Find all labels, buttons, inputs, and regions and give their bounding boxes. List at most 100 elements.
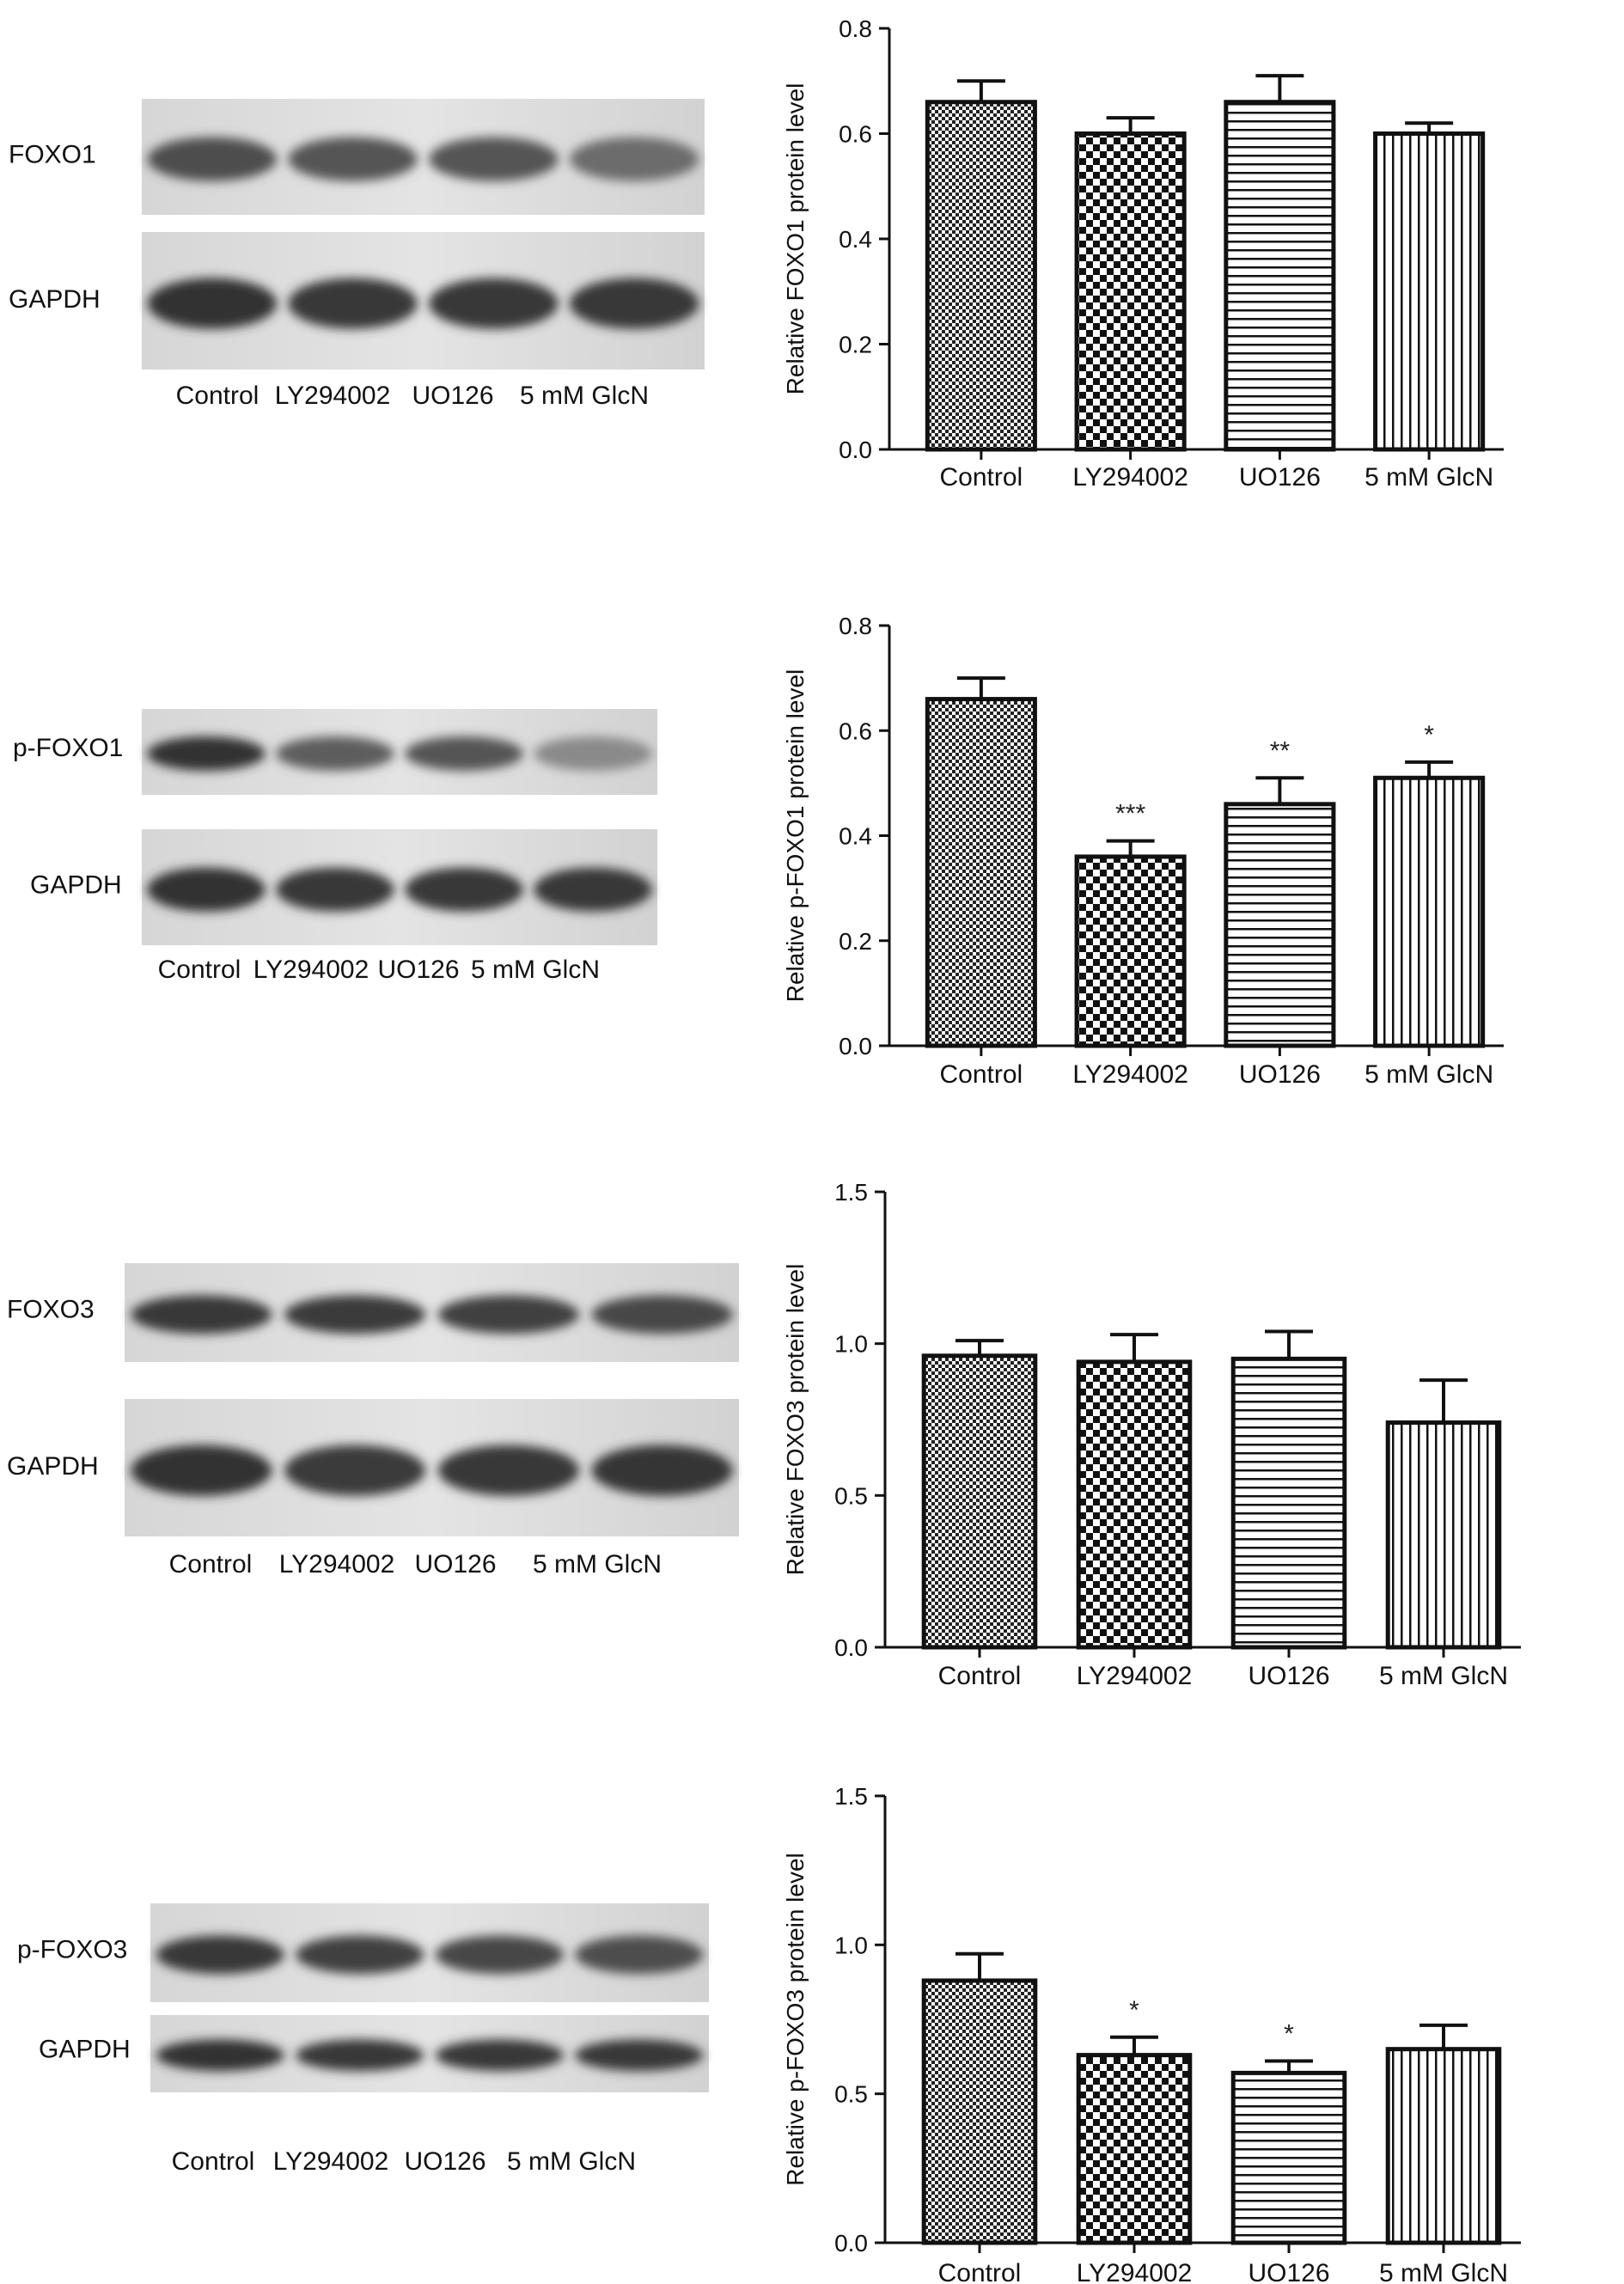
blot-band <box>534 736 652 771</box>
bar-chart-foxo3: 0.0 0.5 1.0 1.5 Relative FOXO3 protein level… <box>782 1179 1521 1690</box>
blot-band <box>569 137 699 181</box>
category-label: 5 mM GlcN <box>1379 2259 1508 2284</box>
y-tick-label: 0.5 <box>834 2081 868 2108</box>
blot-row-label: p-FOXO1 <box>13 734 123 762</box>
category-label: LY294002 <box>1072 463 1188 492</box>
bar <box>1224 100 1336 452</box>
panel-foxo1: FOXO1 GAPDH Control LY294002 UO126 5 mM GlcN … <box>0 0 1624 567</box>
blot-lane-label: Control <box>176 382 259 410</box>
significance-label: * <box>1424 721 1434 749</box>
blot-lane-label: Control <box>158 956 241 984</box>
y-tick-label: 0.0 <box>834 1634 868 1661</box>
blot-lane-label: LY294002 <box>253 956 369 984</box>
y-tick-label: 0.4 <box>839 226 872 253</box>
blot-band <box>131 1444 272 1496</box>
y-tick-label: 0.0 <box>834 2230 868 2257</box>
category-label: LY294002 <box>1077 1662 1193 1690</box>
blot-lane-label: UO126 <box>412 382 493 410</box>
y-tick-label: 0.8 <box>839 613 872 639</box>
bar <box>1074 131 1187 452</box>
y-tick-label: 0.6 <box>839 718 872 744</box>
blot-lane-label: 5 mM GlcN <box>520 382 649 410</box>
category-label: Control <box>940 463 1023 492</box>
western-blot-p-foxo1: p-FOXO1 GAPDH Control LY294002 UO126 5 mM Glc… <box>13 709 657 984</box>
bar <box>1230 2070 1347 2245</box>
blot-lane-label: LY294002 <box>275 382 391 410</box>
blot-band <box>147 278 278 329</box>
blot-band <box>534 867 652 912</box>
blot-band <box>296 1935 424 1975</box>
blot-band <box>435 1935 564 1975</box>
bar <box>925 697 1037 1048</box>
bar-chart-foxo1: 0.0 0.2 0.4 0.6 0.8 Relative FOXO1 protein le… <box>782 15 1504 492</box>
bar <box>1385 1420 1502 1650</box>
category-label: 5 mM GlcN <box>1365 463 1493 492</box>
blot-band <box>156 2039 284 2072</box>
blot-band <box>429 278 559 329</box>
panel-p-foxo1: p-FOXO1 GAPDH Control LY294002 UO126 5 mM Glc… <box>0 567 1624 1134</box>
category-label: UO126 <box>1239 1060 1321 1089</box>
blot-band <box>569 278 699 329</box>
bar <box>1076 2053 1193 2245</box>
y-tick-label: 0.4 <box>839 823 872 850</box>
y-axis-label: Relative p-FOXO3 protein level <box>782 1853 809 2186</box>
bar <box>1373 131 1486 452</box>
western-blot-foxo3: FOXO3 GAPDH Control LY294002 UO126 5 mM GlcN <box>7 1263 739 1579</box>
significance-label: *** <box>1115 800 1145 828</box>
y-axis-label: Relative p-FOXO1 protein level <box>782 669 809 1003</box>
blot-lane-label: LY294002 <box>279 1550 395 1579</box>
bar <box>1373 775 1486 1048</box>
y-tick-label: 1.0 <box>834 1331 868 1358</box>
blot-lane-label: LY294002 <box>273 2147 389 2176</box>
blot-band <box>591 1295 733 1334</box>
blot-row-label: GAPDH <box>30 870 122 899</box>
bar-chart-p-foxo3: 0.0 0.5 1.0 1.5 Relative p-FOXO3 protein lev… <box>782 1783 1521 2284</box>
blot-lane-label: UO126 <box>377 956 459 984</box>
y-tick-label: 0.6 <box>839 121 872 148</box>
category-label: 5 mM GlcN <box>1365 1060 1493 1089</box>
blot-row-label: GAPDH <box>9 285 101 314</box>
western-blot-p-foxo3: p-FOXO3 GAPDH Control LY294002 UO126 5 mM Glc… <box>17 1903 709 2176</box>
blot-row-label: GAPDH <box>39 2036 131 2064</box>
blot-band <box>147 736 266 771</box>
blot-band <box>284 1444 426 1496</box>
blot-lane-label: Control <box>172 2147 255 2176</box>
blot-band <box>296 2039 424 2072</box>
y-axis-label: Relative FOXO3 protein level <box>782 1264 809 1576</box>
significance-label: ** <box>1270 736 1291 765</box>
category-label: UO126 <box>1248 1662 1329 1690</box>
bar <box>921 1978 1038 2245</box>
category-label: Control <box>940 1060 1023 1089</box>
blot-row-label: p-FOXO3 <box>17 1935 127 1963</box>
blot-band <box>437 1444 580 1496</box>
blot-lane-label: UO126 <box>404 2147 485 2176</box>
bar <box>1385 2047 1502 2245</box>
blot-band <box>284 1295 426 1334</box>
bar <box>1074 854 1187 1048</box>
category-label: UO126 <box>1239 463 1321 492</box>
category-label: UO126 <box>1248 2259 1329 2284</box>
y-tick-label: 1.0 <box>834 1932 868 1958</box>
y-tick-label: 0.0 <box>839 1033 872 1060</box>
y-tick-label: 0.8 <box>839 15 872 42</box>
blot-band <box>591 1444 733 1496</box>
category-label: LY294002 <box>1077 2259 1193 2284</box>
panel-p-foxo3: p-FOXO3 GAPDH Control LY294002 UO126 5 mM Glc… <box>0 1727 1624 2284</box>
western-blot-foxo1: FOXO1 GAPDH Control LY294002 UO126 5 mM GlcN <box>9 99 705 410</box>
bar <box>925 100 1037 452</box>
blot-band <box>435 2039 564 2072</box>
y-tick-label: 1.5 <box>834 1179 868 1206</box>
y-tick-label: 0.2 <box>839 928 872 955</box>
blot-band <box>405 867 523 912</box>
blot-lane-label: 5 mM GlcN <box>533 1550 662 1579</box>
category-label: Control <box>938 1662 1022 1690</box>
blot-lane-label: Control <box>169 1550 253 1579</box>
category-label: 5 mM GlcN <box>1379 1662 1508 1690</box>
category-label: Control <box>938 2259 1022 2284</box>
blot-band <box>276 736 394 771</box>
bar <box>921 1353 1038 1650</box>
y-tick-label: 0.5 <box>834 1482 868 1509</box>
blot-band <box>288 137 418 181</box>
panel-foxo3: FOXO3 GAPDH Control LY294002 UO126 5 mM GlcN … <box>0 1134 1624 1727</box>
blot-band <box>156 1935 284 1975</box>
